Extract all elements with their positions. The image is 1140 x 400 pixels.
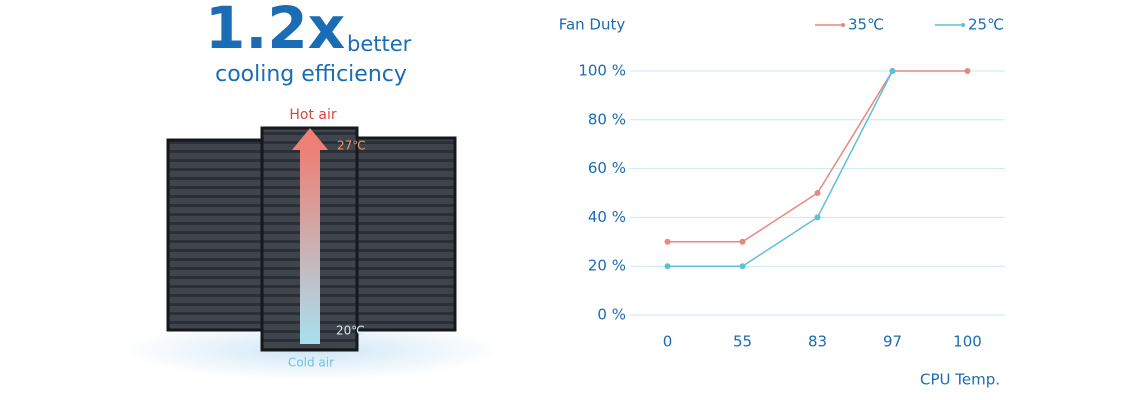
data-point bbox=[964, 68, 971, 74]
legend-swatch bbox=[961, 23, 965, 27]
data-point bbox=[814, 214, 821, 221]
y-tick-label: 60 % bbox=[588, 159, 626, 177]
y-axis-label: Fan Duty bbox=[559, 16, 626, 34]
server-rack bbox=[355, 136, 457, 332]
server-rack bbox=[166, 138, 265, 332]
x-tick-label: 0 bbox=[663, 333, 673, 351]
headline-suffix: better bbox=[347, 32, 412, 56]
x-axis-label: CPU Temp. bbox=[920, 371, 1000, 389]
series-line bbox=[667, 70, 894, 267]
hot-temp: 27℃ bbox=[337, 139, 366, 153]
infographic: 1.2x better cooling efficiency Hot air 2… bbox=[122, 0, 502, 380]
data-point bbox=[664, 238, 671, 245]
hot-label: Hot air bbox=[289, 107, 337, 123]
data-point bbox=[739, 238, 746, 245]
y-tick-label: 0 % bbox=[597, 306, 626, 324]
air-arrow bbox=[300, 148, 320, 344]
cold-label: Cold air bbox=[288, 356, 334, 370]
y-tick-label: 20 % bbox=[588, 257, 626, 275]
cold-temp: 20℃ bbox=[336, 324, 365, 338]
x-tick-label: 97 bbox=[883, 333, 902, 351]
x-tick-label: 55 bbox=[733, 333, 752, 351]
y-tick-label: 100 % bbox=[578, 62, 626, 80]
x-tick-label: 83 bbox=[808, 333, 827, 351]
data-point bbox=[739, 263, 746, 270]
air-arrow-head bbox=[292, 128, 328, 150]
legend-label: 35℃ bbox=[848, 16, 884, 34]
y-tick-label: 40 % bbox=[588, 208, 626, 226]
data-point bbox=[814, 190, 821, 196]
data-point bbox=[889, 68, 896, 74]
y-tick-label: 80 % bbox=[588, 110, 626, 128]
subheadline: cooling efficiency bbox=[215, 62, 407, 87]
x-tick-label: 100 bbox=[953, 333, 982, 351]
legend-swatch bbox=[841, 23, 845, 27]
headline: 1.2x bbox=[205, 0, 345, 62]
data-point bbox=[664, 263, 671, 270]
legend-label: 25℃ bbox=[968, 16, 1004, 34]
